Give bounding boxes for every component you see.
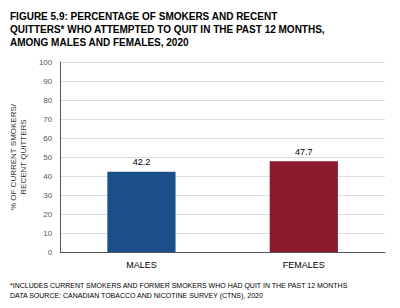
svg-text:% OF CURRENT SMOKERS/: % OF CURRENT SMOKERS/ [9,103,18,210]
svg-text:DATA SOURCE: CANADIAN TOBACCO: DATA SOURCE: CANADIAN TOBACCO AND NICOTI… [10,292,263,300]
svg-text:47.7: 47.7 [295,147,313,157]
svg-text:FIGURE 5.9: PERCENTAGE OF SMOK: FIGURE 5.9: PERCENTAGE OF SMOKERS AND RE… [10,11,277,22]
svg-text:80: 80 [43,96,52,105]
svg-text:20: 20 [43,210,52,219]
svg-text:AMONG MALES AND FEMALES, 2020: AMONG MALES AND FEMALES, 2020 [10,37,189,48]
svg-text:42.2: 42.2 [133,157,151,167]
svg-text:FEMALES: FEMALES [283,260,325,270]
svg-text:100: 100 [39,58,53,67]
svg-text:70: 70 [43,115,52,124]
svg-text:QUITTERS* WHO ATTEMPTED TO QUI: QUITTERS* WHO ATTEMPTED TO QUIT IN THE P… [10,24,325,35]
svg-text:30: 30 [43,191,52,200]
svg-text:0: 0 [48,248,53,257]
svg-text:40: 40 [43,172,52,181]
svg-text:RECENT QUITTERS: RECENT QUITTERS [19,119,28,194]
svg-text:90: 90 [43,77,52,86]
svg-text:*INCLUDES CURRENT SMOKERS AND: *INCLUDES CURRENT SMOKERS AND FORMER SMO… [10,282,348,290]
svg-text:50: 50 [43,153,52,162]
svg-text:10: 10 [43,229,52,238]
svg-text:MALES: MALES [126,260,157,270]
svg-text:60: 60 [43,134,52,143]
